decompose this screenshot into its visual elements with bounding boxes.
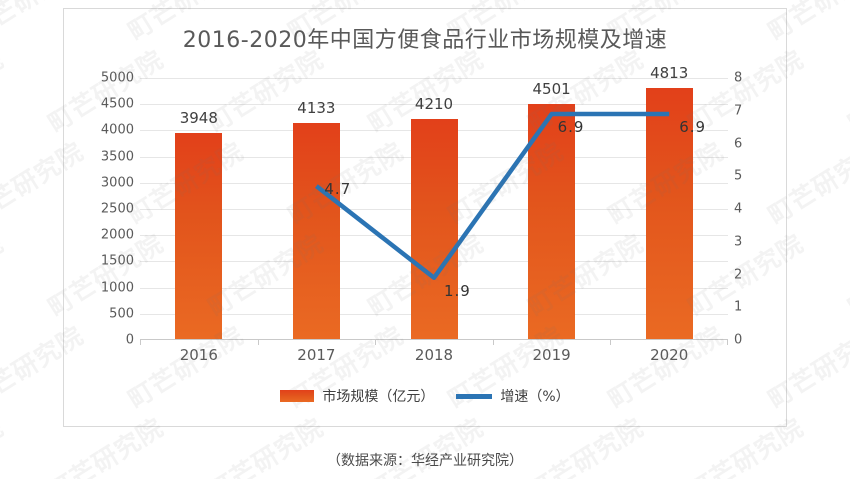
y-tick-label-right: 1 bbox=[734, 299, 743, 315]
gridline bbox=[140, 78, 728, 79]
x-tick-label: 2018 bbox=[414, 346, 454, 364]
bar bbox=[645, 87, 693, 340]
line-value-label: 1.9 bbox=[444, 281, 471, 300]
x-tick-label: 2017 bbox=[297, 346, 336, 364]
x-axis-labels: 2016 2017 2018 2019 2020 bbox=[140, 346, 728, 372]
legend-label-line: 增速（%） bbox=[500, 389, 570, 405]
line-value-label: 4.7 bbox=[324, 180, 352, 199]
bar-swatch-icon bbox=[280, 390, 315, 402]
watermark-text: 町芒研究院 bbox=[0, 228, 9, 323]
bar bbox=[175, 133, 223, 340]
x-tick bbox=[727, 340, 728, 345]
y-tick-label-left: 3000 bbox=[100, 175, 134, 191]
x-tick-label: 2016 bbox=[179, 346, 218, 364]
legend-item-line: 增速（%） bbox=[456, 386, 570, 406]
source-note: （数据来源：华经产业研究院） bbox=[327, 453, 523, 469]
y-tick-label-left: 4000 bbox=[100, 122, 134, 138]
legend-item-bar: 市场规模（亿元） bbox=[280, 386, 434, 406]
bar bbox=[528, 104, 576, 340]
watermark-text: 町芒研究院 bbox=[842, 44, 850, 139]
x-tick bbox=[375, 340, 377, 345]
y-tick-label-right: 4 bbox=[734, 201, 743, 217]
y-tick-label-right: 8 bbox=[734, 70, 743, 86]
y-tick-label-left: 500 bbox=[109, 306, 134, 322]
watermark-text: 町芒研究院 bbox=[842, 228, 850, 323]
gridline bbox=[140, 104, 728, 106]
bar-value-label: 3948 bbox=[179, 109, 218, 128]
y-tick-label-left: 1500 bbox=[100, 253, 134, 269]
line-value-label: 6.9 bbox=[679, 118, 707, 137]
y-tick-label-left: 4500 bbox=[100, 96, 134, 112]
bar-value-labels: 3948 4133 4210 4501 4813 bbox=[140, 64, 728, 340]
y-axis-right: 8 7 6 5 4 3 2 1 0 bbox=[734, 71, 774, 348]
plot-area: 4.7 1.9 6.9 6.9 bbox=[140, 78, 728, 345]
x-tick bbox=[492, 340, 494, 345]
bar bbox=[410, 119, 458, 340]
x-tick-label: 2020 bbox=[650, 346, 689, 364]
watermark-text: 町芒研究院 bbox=[0, 44, 9, 139]
x-tick bbox=[257, 340, 259, 345]
line-series bbox=[315, 111, 670, 281]
x-tick-label: 2019 bbox=[532, 346, 571, 364]
y-tick-label-right: 3 bbox=[734, 234, 743, 250]
bar bbox=[292, 123, 340, 340]
x-axis-line bbox=[140, 339, 728, 340]
y-tick-label-right: 6 bbox=[734, 136, 743, 151]
line-swatch-icon bbox=[456, 393, 493, 399]
y-tick-label-left: 0 bbox=[125, 332, 134, 348]
y-tick-label-right: 5 bbox=[734, 168, 743, 184]
y-tick-label-right: 2 bbox=[734, 267, 743, 282]
bar-value-label: 4501 bbox=[532, 80, 571, 99]
chart-frame bbox=[63, 8, 787, 427]
y-tick-label-right: 7 bbox=[734, 103, 743, 119]
chart-legend: 市场规模（亿元） 增速（%） bbox=[0, 386, 850, 406]
y-axis-left: 5000 4500 4000 3500 3000 2500 2000 1500 1000 500 0 bbox=[62, 71, 134, 348]
bar-value-label: 4813 bbox=[650, 63, 689, 82]
y-tick-label-left: 3500 bbox=[100, 149, 134, 165]
x-tick bbox=[140, 340, 141, 345]
legend-label-bar: 市场规模（亿元） bbox=[322, 389, 435, 405]
x-tick bbox=[610, 340, 612, 345]
y-tick-label-left: 2500 bbox=[100, 201, 134, 217]
y-tick-label-left: 2000 bbox=[100, 227, 134, 243]
bar-value-label: 4210 bbox=[414, 95, 454, 114]
y-tick-label-right: 0 bbox=[734, 332, 743, 348]
y-tick-label-left: 1000 bbox=[100, 280, 134, 296]
line-value-label: 6.9 bbox=[557, 118, 585, 137]
bar-value-label: 4133 bbox=[297, 99, 336, 118]
growth-line-path bbox=[315, 111, 670, 281]
y-tick-label-left: 5000 bbox=[100, 70, 134, 86]
chart-title: 2016-2020年中国方便食品行业市场规模及增速 bbox=[182, 28, 668, 53]
